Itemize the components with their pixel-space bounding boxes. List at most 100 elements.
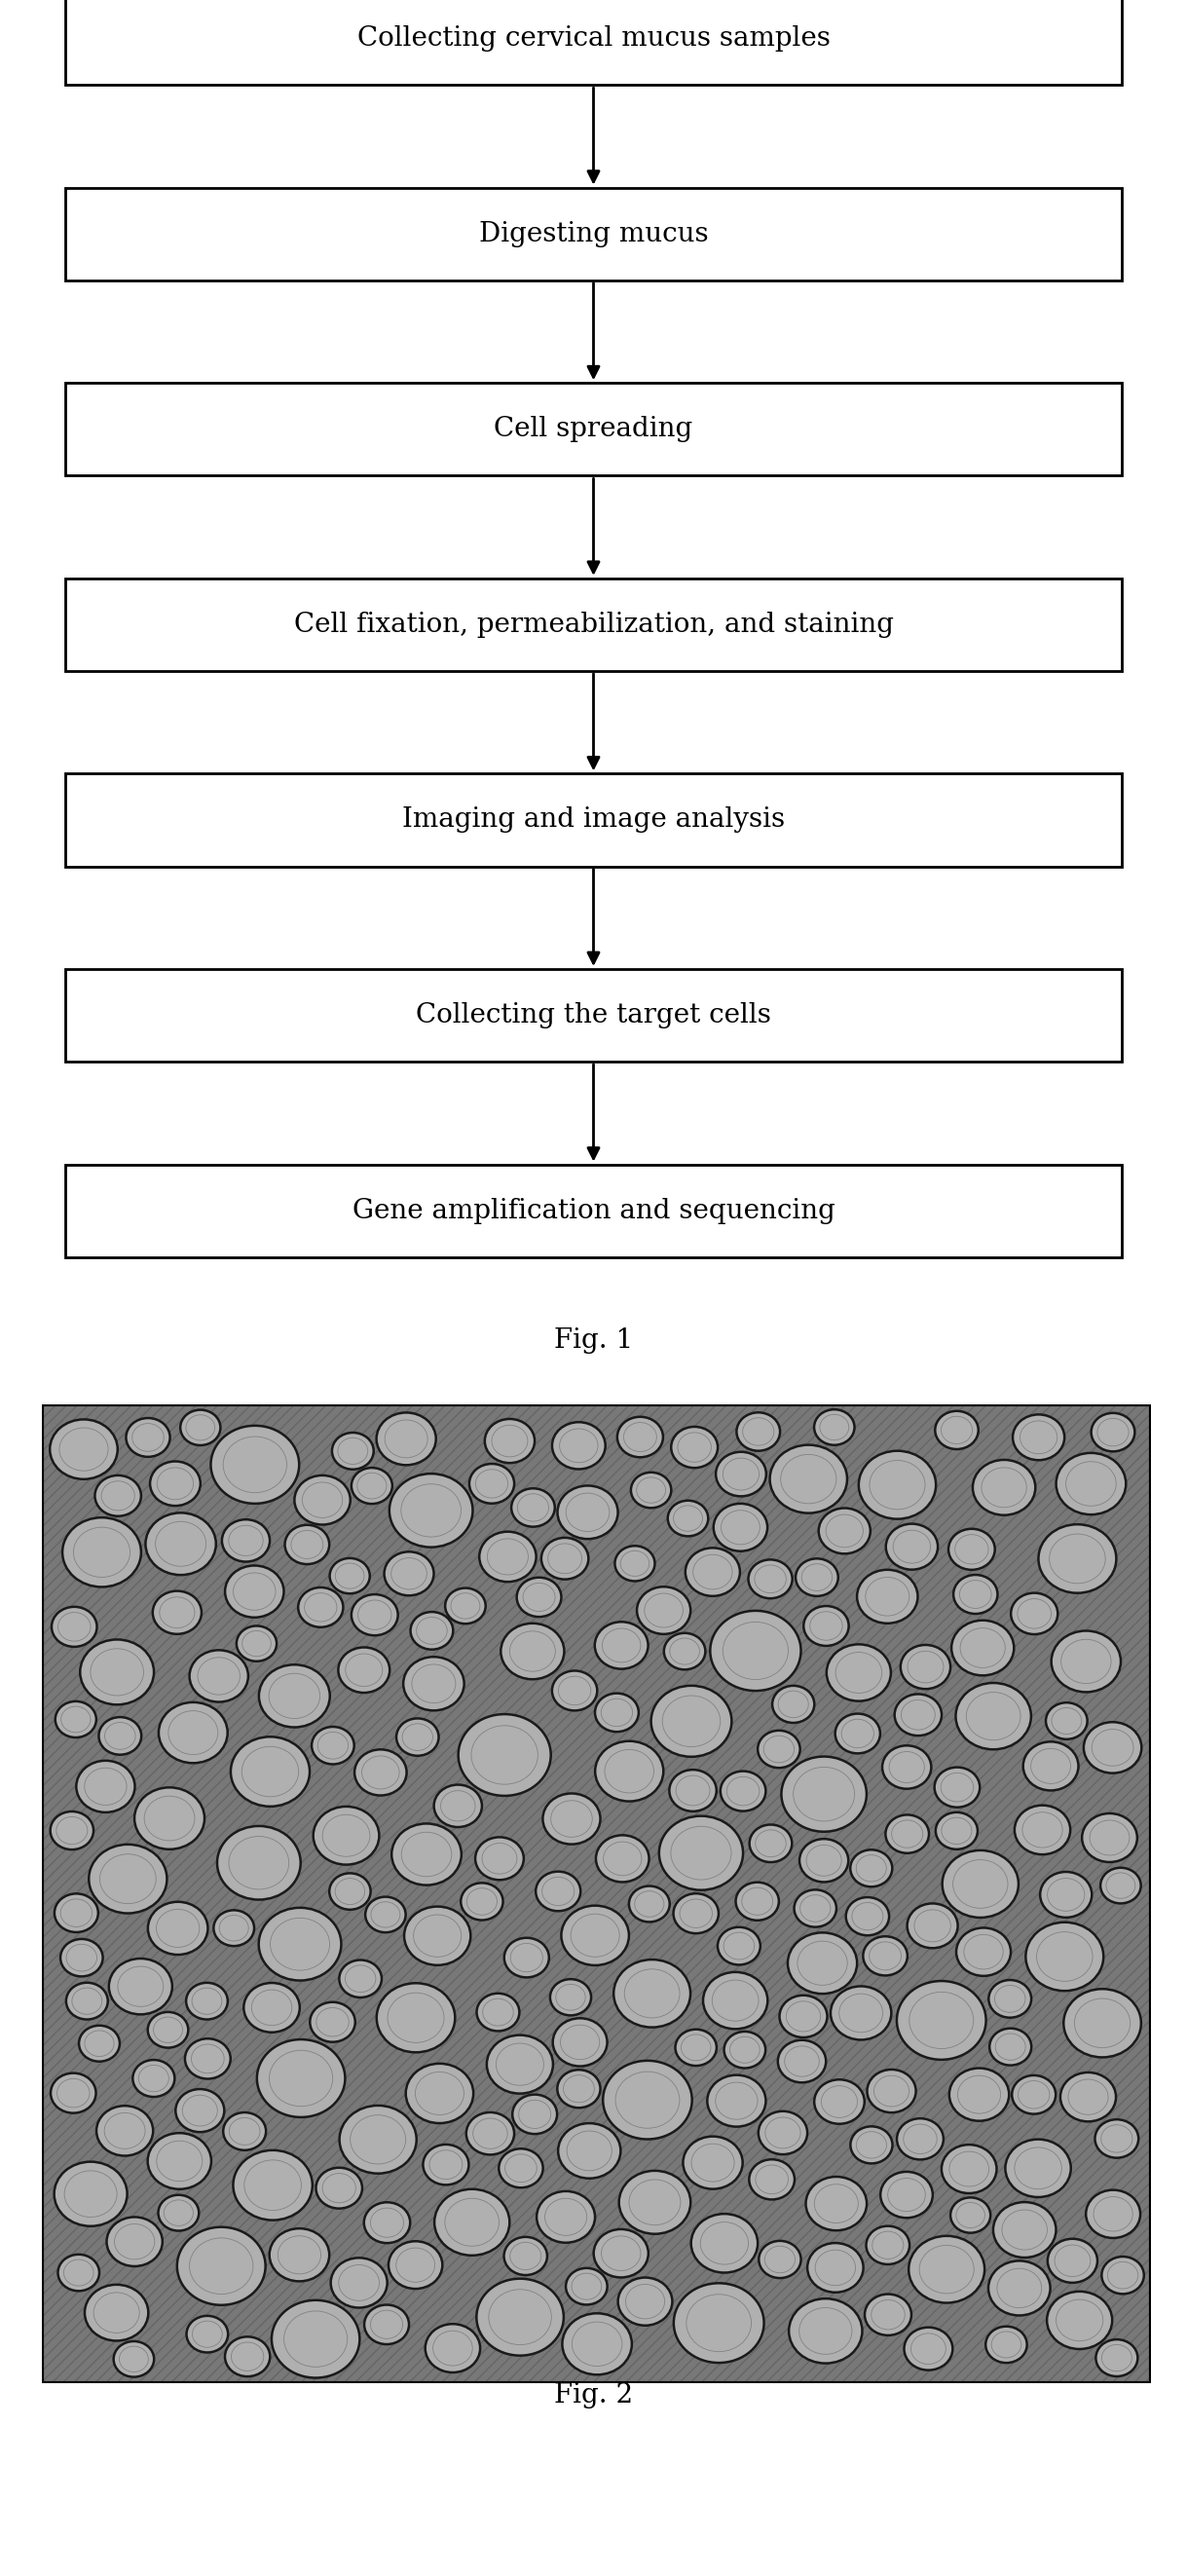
Circle shape [159,1703,228,1762]
Circle shape [477,1994,520,2030]
Circle shape [458,1713,551,1795]
Circle shape [897,2117,944,2159]
Circle shape [366,1896,406,1932]
Circle shape [109,1958,172,2014]
Circle shape [994,2202,1056,2257]
Circle shape [364,2306,410,2344]
Circle shape [990,2027,1032,2066]
Circle shape [501,1623,564,1680]
Circle shape [1047,2293,1112,2349]
Text: Imaging and image analysis: Imaging and image analysis [402,806,785,832]
Circle shape [629,1886,669,1922]
Circle shape [499,2148,542,2187]
Circle shape [329,1873,370,1909]
Circle shape [256,2040,345,2117]
Circle shape [781,1757,867,1832]
Circle shape [513,2094,557,2133]
Circle shape [650,1685,731,1757]
Circle shape [217,1826,300,1899]
Circle shape [388,2241,443,2290]
Circle shape [466,2112,514,2154]
Circle shape [487,2035,553,2094]
Circle shape [904,2326,953,2370]
Circle shape [558,1486,618,1538]
Circle shape [901,1646,951,1690]
Circle shape [516,1577,561,1618]
Circle shape [934,1767,979,1808]
Circle shape [243,1984,300,2032]
Text: Cell spreading: Cell spreading [494,417,693,443]
Circle shape [1102,2257,1144,2293]
Circle shape [89,1844,167,1914]
Circle shape [66,1984,108,2020]
Circle shape [285,1525,329,1564]
Circle shape [596,1834,649,1883]
Circle shape [445,1587,485,1623]
Circle shape [595,1623,648,1669]
Circle shape [230,1736,310,1806]
Text: Fig. 1: Fig. 1 [554,1329,633,1355]
Bar [65,384,1122,477]
Bar [65,1164,1122,1257]
Circle shape [259,1909,341,1981]
Circle shape [1040,1873,1092,1917]
Circle shape [710,1610,801,1690]
Circle shape [789,2298,862,2362]
Circle shape [614,1960,691,2027]
Circle shape [948,1528,995,1569]
Circle shape [50,1419,118,1479]
Circle shape [758,2112,807,2154]
Circle shape [461,1883,503,1919]
Circle shape [330,1558,370,1595]
Circle shape [272,2300,360,2378]
Circle shape [659,1816,743,1891]
Circle shape [618,2172,691,2233]
Text: Cell fixation, permeabilization, and staining: Cell fixation, permeabilization, and sta… [293,611,894,639]
Circle shape [909,2236,984,2303]
Circle shape [259,1664,330,1728]
Circle shape [294,1476,350,1525]
Circle shape [186,2316,228,2352]
Circle shape [223,2112,266,2151]
Circle shape [707,2076,766,2128]
Circle shape [800,1839,849,1883]
Circle shape [935,1412,978,1450]
Circle shape [58,2254,100,2290]
Circle shape [185,2038,230,2079]
Circle shape [757,1731,800,1767]
Circle shape [312,1726,354,1765]
Circle shape [826,1643,891,1700]
Circle shape [553,2017,608,2066]
Circle shape [703,1973,768,2030]
Circle shape [814,1409,855,1445]
Circle shape [226,1566,284,1618]
Circle shape [673,1893,718,1935]
Circle shape [950,2069,1009,2120]
Circle shape [236,1625,277,1662]
Circle shape [411,1613,453,1649]
Circle shape [557,2069,601,2107]
Text: Gene amplification and sequencing: Gene amplification and sequencing [353,1198,834,1224]
Circle shape [886,1816,929,1852]
Circle shape [1086,2190,1141,2239]
Circle shape [956,1682,1032,1749]
Circle shape [316,2166,362,2208]
Circle shape [190,1651,248,1703]
Circle shape [541,1538,589,1579]
Circle shape [1052,1631,1121,1692]
Circle shape [794,1891,837,1927]
Circle shape [269,2228,329,2282]
Circle shape [1046,1703,1087,1739]
Circle shape [867,2226,909,2264]
Circle shape [882,1747,932,1788]
Circle shape [542,1793,601,1844]
Circle shape [148,1901,208,1955]
Circle shape [114,2342,154,2378]
Circle shape [777,2040,826,2081]
Circle shape [831,1986,891,2040]
Circle shape [476,2280,564,2354]
Circle shape [953,1574,997,1613]
Circle shape [1064,1989,1141,2058]
Circle shape [484,1419,534,1463]
Circle shape [1091,1414,1135,1450]
